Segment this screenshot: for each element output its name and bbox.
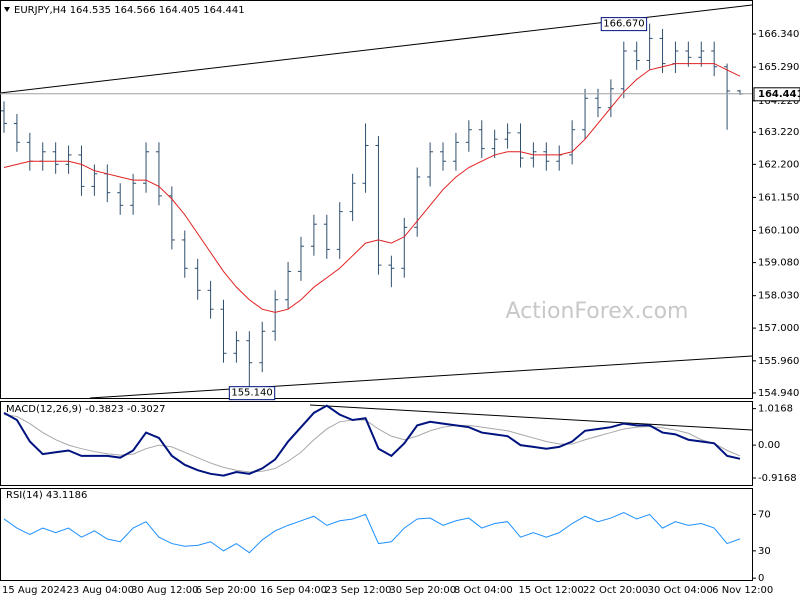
panel-title: MACD(12,26,9) -0.3823 -0.3027 [6,404,166,415]
high-label: 166.670 [603,19,644,30]
x-tick-label: 15 Aug 2024 [2,585,66,596]
x-tick-label: 30 Aug 12:00 [131,585,198,596]
y-tick-label: 157.000 [758,323,799,334]
x-tick-label: 22 Oct 20:00 [583,585,648,596]
y-tick-label: 158.030 [758,291,799,302]
y-tick-label: 0.00 [758,440,780,451]
y-tick-label: 161.150 [758,192,799,203]
y-tick-label: 165.290 [758,62,799,73]
x-tick-label: 30 Oct 04:00 [648,585,713,596]
x-tick-label: 16 Sep 04:00 [260,585,327,596]
y-tick-label: 1.0168 [758,404,793,415]
high-label-box [600,17,648,32]
y-tick-label: 163.220 [758,127,799,138]
x-tick-label: 6 Sep 20:00 [196,585,256,596]
panel-title: EURJPY,H4 164.535 164.566 164.405 164.44… [14,5,245,16]
x-tick-label: 6 Nov 12:00 [712,585,773,596]
trend-line [89,355,753,399]
rsi-panel [0,488,753,581]
last-price-label: 164.441 [758,89,800,100]
x-tick-label: 23 Aug 04:00 [67,585,134,596]
x-tick-label: 30 Sep 20:00 [389,585,456,596]
menu-icon [4,7,10,12]
moving-average [3,63,741,313]
macd-panel [0,401,753,486]
y-tick-label: 159.080 [758,258,799,269]
y-tick-label: 160.100 [758,225,799,236]
panel-title: RSI(14) 43.1186 [6,490,87,501]
trend-line [309,404,753,431]
watermark: ActionForex.com [506,299,689,324]
x-tick-label: 15 Oct 12:00 [518,585,583,596]
y-tick-label: 162.200 [758,159,799,170]
last-price-box [753,87,800,102]
indicator-line [3,512,741,554]
x-tick-label: 23 Sep 12:00 [325,585,392,596]
y-tick-label: 70 [758,509,771,520]
x-tick-label: 8 Oct 04:00 [454,585,513,596]
y-tick-label: 154.940 [758,388,799,399]
y-tick-label: 155.960 [758,356,799,367]
y-tick-label: 30 [758,546,771,557]
price-panel [0,0,753,399]
low-label: 155.140 [231,388,272,399]
low-label-box [228,386,276,401]
y-tick-label: 166.340 [758,29,799,40]
y-tick-label: -0.9168 [758,473,797,484]
y-tick-label: 0 [758,573,764,584]
indicator-line [3,404,741,477]
